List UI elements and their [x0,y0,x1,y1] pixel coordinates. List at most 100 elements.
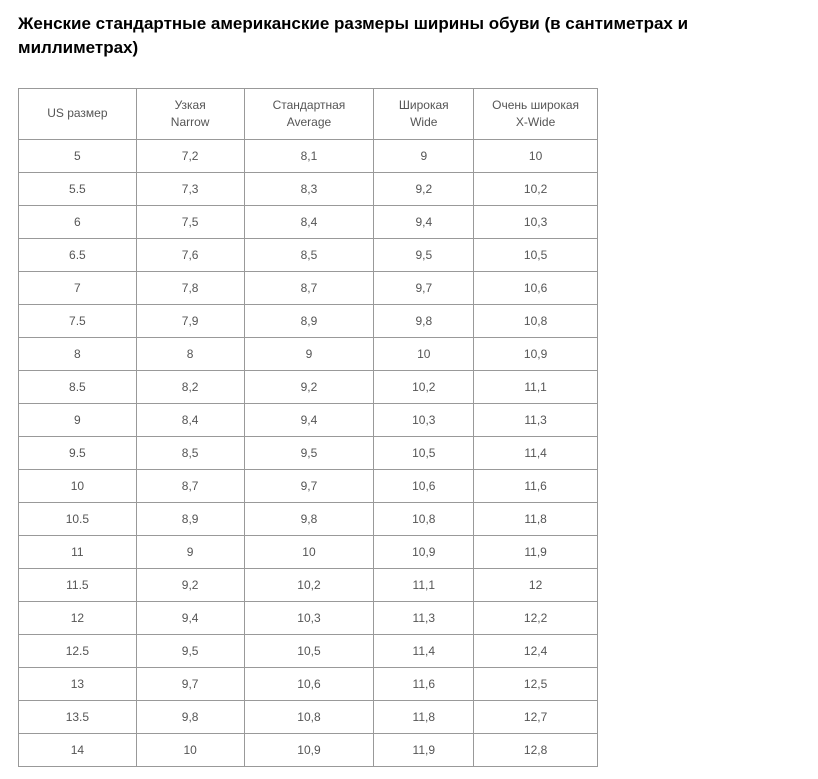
table-cell: 11,6 [374,668,474,701]
table-cell: 11,8 [374,701,474,734]
table-cell: 10,2 [374,371,474,404]
table-cell: 5.5 [19,173,137,206]
table-row: 8891010,9 [19,338,598,371]
shoe-width-table: US размерУзкаяNarrowСтандартнаяAverageШи… [18,88,598,768]
table-cell: 8,7 [136,470,244,503]
table-cell: 7 [19,272,137,305]
table-cell: 10,6 [244,668,374,701]
header-line2: X-Wide [516,115,555,129]
table-cell: 9 [19,404,137,437]
table-cell: 11,1 [374,569,474,602]
table-cell: 12,5 [474,668,598,701]
table-row: 57,28,1910 [19,140,598,173]
table-cell: 12,7 [474,701,598,734]
table-cell: 7,3 [136,173,244,206]
header-line1: Очень широкая [492,98,579,112]
table-cell: 8,1 [244,140,374,173]
table-cell: 11,6 [474,470,598,503]
table-row: 77,88,79,710,6 [19,272,598,305]
table-cell: 9,8 [244,503,374,536]
header-line2: Average [287,115,331,129]
table-cell: 10,2 [474,173,598,206]
table-cell: 11,3 [474,404,598,437]
table-cell: 10 [474,140,598,173]
table-cell: 7,5 [136,206,244,239]
table-cell: 10,8 [374,503,474,536]
table-cell: 9,4 [374,206,474,239]
table-row: 8.58,29,210,211,1 [19,371,598,404]
table-row: 129,410,311,312,2 [19,602,598,635]
table-cell: 9,2 [136,569,244,602]
table-cell: 10,9 [474,338,598,371]
table-cell: 10,3 [244,602,374,635]
table-cell: 8,4 [136,404,244,437]
table-cell: 10,9 [374,536,474,569]
table-cell: 8.5 [19,371,137,404]
table-row: 12.59,510,511,412,4 [19,635,598,668]
table-cell: 9,7 [244,470,374,503]
table-cell: 9 [374,140,474,173]
table-cell: 12,8 [474,734,598,767]
table-cell: 11,4 [374,635,474,668]
table-row: 1191010,911,9 [19,536,598,569]
table-header-cell: Очень широкая X-Wide [474,88,598,140]
table-cell: 5 [19,140,137,173]
table-cell: 10,5 [374,437,474,470]
table-row: 6.57,68,59,510,5 [19,239,598,272]
table-cell: 7,2 [136,140,244,173]
table-cell: 7,8 [136,272,244,305]
table-cell: 8,4 [244,206,374,239]
table-cell: 9,7 [136,668,244,701]
table-cell: 7.5 [19,305,137,338]
table-cell: 8,5 [244,239,374,272]
table-cell: 11,3 [374,602,474,635]
table-cell: 13.5 [19,701,137,734]
table-cell: 7,6 [136,239,244,272]
table-row: 11.59,210,211,112 [19,569,598,602]
table-row: 13.59,810,811,812,7 [19,701,598,734]
header-line2: Wide [410,115,437,129]
table-header-row: US размерУзкаяNarrowСтандартнаяAverageШи… [19,88,598,140]
table-row: 7.57,98,99,810,8 [19,305,598,338]
header-line1: Узкая [175,98,206,112]
table-cell: 10,6 [474,272,598,305]
table-cell: 12.5 [19,635,137,668]
table-cell: 7,9 [136,305,244,338]
table-cell: 6 [19,206,137,239]
table-cell: 14 [19,734,137,767]
table-row: 141010,911,912,8 [19,734,598,767]
table-cell: 11 [19,536,137,569]
table-cell: 8 [136,338,244,371]
table-cell: 9,4 [244,404,374,437]
table-cell: 9,5 [136,635,244,668]
header-line1: Стандартная [273,98,346,112]
table-cell: 9,8 [136,701,244,734]
table-cell: 8,2 [136,371,244,404]
table-cell: 6.5 [19,239,137,272]
table-cell: 10,8 [244,701,374,734]
table-cell: 8,3 [244,173,374,206]
table-cell: 10 [136,734,244,767]
table-cell: 12 [474,569,598,602]
table-cell: 9,7 [374,272,474,305]
table-cell: 11,4 [474,437,598,470]
table-cell: 10,6 [374,470,474,503]
table-cell: 9,4 [136,602,244,635]
table-cell: 8,9 [244,305,374,338]
table-cell: 10 [374,338,474,371]
table-header-cell: Узкая Narrow [136,88,244,140]
table-cell: 8 [19,338,137,371]
table-cell: 12,2 [474,602,598,635]
table-header-cell: ШирокаяWide [374,88,474,140]
table-cell: 9.5 [19,437,137,470]
table-row: 9.58,59,510,511,4 [19,437,598,470]
header-line2: Narrow [171,115,210,129]
table-row: 10.58,99,810,811,8 [19,503,598,536]
table-cell: 11,9 [374,734,474,767]
table-cell: 9,2 [374,173,474,206]
table-row: 98,49,410,311,3 [19,404,598,437]
table-cell: 10 [19,470,137,503]
table-cell: 8,9 [136,503,244,536]
table-cell: 10,3 [474,206,598,239]
table-header-cell: Стандартная Average [244,88,374,140]
